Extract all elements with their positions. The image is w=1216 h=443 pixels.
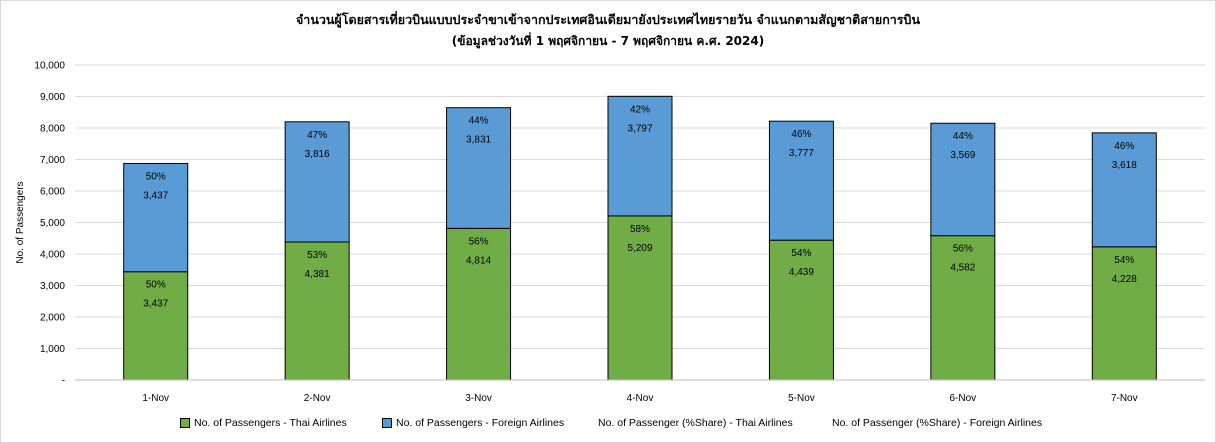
legend-swatch (180, 418, 190, 428)
x-tick-label: 4-Nov (627, 393, 654, 404)
bar-thai-airlines (446, 227, 512, 381)
y-tick-label: 9,000 (40, 92, 65, 103)
share-label: 42% (630, 104, 650, 115)
legend-item: No. of Passengers - Foreign Airlines (382, 417, 564, 429)
value-label: 4,381 (305, 269, 330, 280)
value-label: 3,816 (305, 149, 330, 160)
y-tick-label: 8,000 (40, 124, 65, 135)
share-label: 54% (1114, 255, 1134, 266)
x-tick-label: 2-Nov (304, 393, 331, 404)
bar-thai-airlines (1091, 246, 1157, 381)
value-label: 3,437 (143, 299, 168, 310)
chart-subtitle: (ข้อมูลช่วงวันที่ 1 พฤศจิกายน - 7 พฤศจิก… (451, 34, 765, 48)
legend-label: No. of Passengers - Foreign Airlines (396, 417, 565, 429)
legend-label: No. of Passenger (%Share) - Foreign Airl… (832, 417, 1043, 429)
value-label: 4,814 (466, 255, 491, 266)
bar-foreign-airlines (768, 120, 834, 241)
bars-layer (123, 95, 1157, 381)
share-label: 56% (469, 236, 489, 247)
legend-item: No. of Passengers - Thai Airlines (180, 417, 347, 429)
share-label: 46% (1114, 141, 1134, 152)
share-label: 44% (469, 116, 489, 127)
y-tick-label: 4,000 (40, 250, 65, 261)
share-label: 44% (953, 131, 973, 142)
bar-thai-airlines (768, 239, 834, 381)
y-tick-label: 2,000 (40, 313, 65, 324)
y-tick-label: 1,000 (40, 344, 65, 355)
legend-label: No. of Passengers - Thai Airlines (194, 417, 347, 429)
share-label: 54% (791, 248, 811, 259)
x-tick-label: 6-Nov (950, 393, 977, 404)
bar-foreign-airlines (123, 162, 189, 273)
share-label: 58% (630, 224, 650, 235)
bar-thai-airlines (123, 271, 189, 381)
value-label: 4,582 (950, 263, 975, 274)
legend-swatch (382, 418, 392, 428)
legend-item: No. of Passenger (%Share) - Foreign Airl… (832, 417, 1042, 429)
data-labels-layer: 50% 3,437 50% 3,437 53% 4,381 47% 3,816 56% 4,814… (143, 104, 1137, 309)
share-label: 50% (146, 171, 166, 182)
share-label: 50% (146, 280, 166, 291)
bar-foreign-airlines (607, 95, 673, 217)
value-label: 3,777 (789, 148, 814, 159)
bar-foreign-airlines (446, 107, 512, 229)
bar-thai-airlines (284, 241, 350, 381)
bar-thai-airlines (607, 215, 673, 381)
value-label: 3,797 (627, 123, 652, 134)
y-tick-label: - (62, 376, 65, 387)
value-label: 4,439 (789, 267, 814, 278)
bar-foreign-airlines (930, 122, 996, 237)
value-label: 3,831 (466, 135, 491, 146)
x-tick-label: 5-Nov (788, 393, 815, 404)
share-label: 56% (953, 244, 973, 255)
share-label: 46% (791, 129, 811, 140)
legend-item: No. of Passenger (%Share) - Thai Airline… (598, 417, 793, 429)
value-label: 3,437 (143, 190, 168, 201)
bar-foreign-airlines (284, 121, 350, 243)
y-tick-label: 3,000 (40, 281, 65, 292)
y-axis-label: No. of Passengers (15, 181, 26, 263)
x-tick-label: 1-Nov (142, 393, 169, 404)
value-label: 5,209 (627, 243, 652, 254)
x-axis-ticks: 1-Nov 2-Nov 3-Nov 4-Nov 5-Nov 6-Nov 7-Nov (142, 393, 1137, 404)
share-label: 53% (307, 250, 327, 261)
value-label: 4,228 (1112, 274, 1137, 285)
legend-label: No. of Passenger (%Share) - Thai Airline… (598, 417, 793, 429)
x-tick-label: 7-Nov (1111, 393, 1138, 404)
value-label: 3,618 (1112, 160, 1137, 171)
share-label: 47% (307, 130, 327, 141)
legend: No. of Passengers - Thai Airlines No. of … (0, 417, 1216, 433)
y-tick-label: 10,000 (34, 61, 65, 72)
y-tick-label: 5,000 (40, 218, 65, 229)
y-tick-label: 6,000 (40, 187, 65, 198)
bar-foreign-airlines (1091, 132, 1157, 248)
bar-thai-airlines (930, 235, 996, 381)
x-tick-label: 3-Nov (465, 393, 492, 404)
y-axis-ticks: - 1,000 2,000 3,000 4,000 5,000 6,000 7,000 8,00… (34, 61, 65, 387)
y-tick-label: 7,000 (40, 155, 65, 166)
chart-title: จำนวนผู้โดยสารเที่ยวบินแบบประจำขาเข้าจาก… (295, 12, 920, 27)
value-label: 3,569 (950, 150, 975, 161)
